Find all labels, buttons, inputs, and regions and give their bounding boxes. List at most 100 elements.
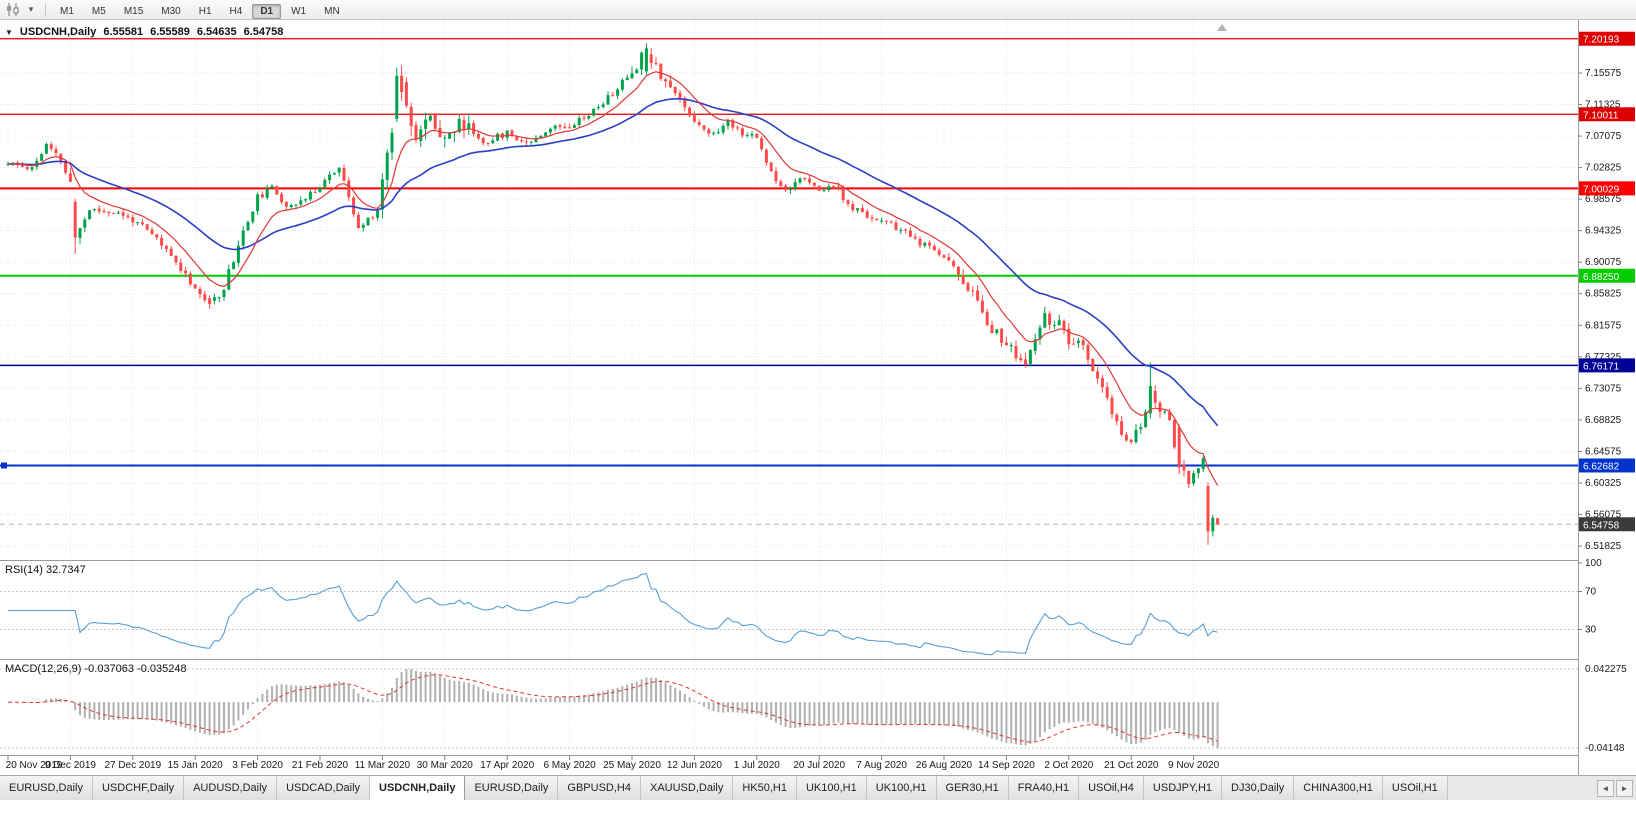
chart-list-caret-icon[interactable]: ▾ xyxy=(28,4,34,14)
chart-tab-eurusd-daily[interactable]: EURUSD,Daily xyxy=(0,776,93,800)
svg-text:0.042275: 0.042275 xyxy=(1585,664,1627,675)
timeframe-toolbar: ▾ M1 M5 M15 M30 H1 H4 D1 W1 MN xyxy=(0,0,1636,20)
svg-text:6.98575: 6.98575 xyxy=(1585,194,1622,205)
price-scale-background xyxy=(1579,20,1636,775)
svg-text:6.62682: 6.62682 xyxy=(1583,461,1620,472)
chart-tab-xauusd-daily[interactable]: XAUUSD,Daily xyxy=(640,776,734,800)
svg-text:6 May 2020: 6 May 2020 xyxy=(543,760,596,771)
svg-text:9 Nov 2020: 9 Nov 2020 xyxy=(1168,760,1220,771)
timeframe-button-m15[interactable]: M15 xyxy=(123,5,144,17)
svg-text:6.88250: 6.88250 xyxy=(1583,272,1620,283)
svg-text:21 Oct 2020: 21 Oct 2020 xyxy=(1104,760,1159,771)
svg-text:-0.04148: -0.04148 xyxy=(1585,743,1625,754)
svg-text:2 Oct 2020: 2 Oct 2020 xyxy=(1044,760,1093,771)
current-price-badge: 6.54758 xyxy=(1579,517,1635,532)
svg-text:6.54758: 6.54758 xyxy=(1583,520,1620,531)
chart-window[interactable]: 7.15575 7.11325 7.07075 7.02825 6.98575 6.943… xyxy=(0,20,1636,775)
macd-signal-line xyxy=(8,674,1218,743)
svg-text:6.68825: 6.68825 xyxy=(1585,415,1622,426)
chart-tab-china300-h1[interactable]: CHINA300,H1 xyxy=(1294,776,1383,800)
chart-tab-usoil-h1[interactable]: USOil,H1 xyxy=(1382,776,1448,800)
timeframe-button-mn[interactable]: MN xyxy=(324,5,340,17)
svg-text:3 Feb 2020: 3 Feb 2020 xyxy=(232,760,283,771)
candlestick-series[interactable] xyxy=(6,43,1220,545)
svg-text:17 Apr 2020: 17 Apr 2020 xyxy=(480,760,534,771)
chart-tabs-group: EURUSD,Daily USDCHF,Daily AUDUSD,Daily USDC… xyxy=(0,776,1448,800)
svg-text:21 Feb 2020: 21 Feb 2020 xyxy=(292,760,349,771)
chart-tab-audusd-daily[interactable]: AUDUSD,Daily xyxy=(184,776,278,800)
svg-text:6.77325: 6.77325 xyxy=(1585,352,1622,363)
svg-text:7 Aug 2020: 7 Aug 2020 xyxy=(856,760,907,771)
rsi-line xyxy=(8,572,1218,656)
svg-text:7.10011: 7.10011 xyxy=(1583,110,1619,121)
svg-text:6.94325: 6.94325 xyxy=(1585,226,1622,237)
chart-tab-fra40-h1[interactable]: FRA40,H1 xyxy=(1008,776,1080,800)
svg-text:7.07075: 7.07075 xyxy=(1585,131,1622,142)
svg-text:70: 70 xyxy=(1585,587,1597,598)
svg-text:27 Dec 2019: 27 Dec 2019 xyxy=(104,760,161,771)
svg-text:6.81575: 6.81575 xyxy=(1585,320,1622,331)
svg-text:7.02825: 7.02825 xyxy=(1585,163,1622,174)
chart-tab-usdjpy-h1[interactable]: USDJPY,H1 xyxy=(1143,776,1223,800)
horizontal-level-lines[interactable] xyxy=(0,38,1578,469)
svg-text:7.11325: 7.11325 xyxy=(1585,100,1621,111)
timeframe-button-m1[interactable]: M1 xyxy=(60,5,74,17)
chart-tab-usdcnh-daily[interactable]: USDCNH,Daily xyxy=(370,776,466,800)
svg-text:6.90075: 6.90075 xyxy=(1585,257,1622,268)
timeframe-button-h4[interactable]: H4 xyxy=(229,5,243,17)
svg-text:26 Aug 2020: 26 Aug 2020 xyxy=(916,760,973,771)
svg-text:11 Mar 2020: 11 Mar 2020 xyxy=(355,760,411,771)
price-badge-7.10011: 7.10011 xyxy=(1579,107,1635,122)
svg-text:6.60325: 6.60325 xyxy=(1585,478,1622,489)
tab-scroll-left-button[interactable]: ◄ xyxy=(1597,779,1614,797)
svg-text:30 Mar 2020: 30 Mar 2020 xyxy=(417,760,474,771)
svg-text:12 Jun 2020: 12 Jun 2020 xyxy=(667,760,722,771)
chart-tab-hk50-h1[interactable]: HK50,H1 xyxy=(733,776,797,800)
chart-tab-eurusd-daily[interactable]: EURUSD,Daily xyxy=(465,776,559,800)
svg-text:1 Jul 2020: 1 Jul 2020 xyxy=(734,760,781,771)
level-line-handle[interactable] xyxy=(1,462,7,469)
ma-slow-line xyxy=(7,98,1219,427)
timeframe-button-w1[interactable]: W1 xyxy=(291,5,307,17)
svg-text:25 May 2020: 25 May 2020 xyxy=(603,760,661,771)
chart-tab-usdchf-daily[interactable]: USDCHF,Daily xyxy=(92,776,185,800)
svg-text:6.51825: 6.51825 xyxy=(1585,541,1622,552)
timeframe-button-h1[interactable]: H1 xyxy=(198,5,212,17)
ma-fast-line xyxy=(7,71,1219,486)
price-badge-7.00029: 7.00029 xyxy=(1579,181,1635,196)
chart-tab-uk100-h1[interactable]: UK100,H1 xyxy=(866,776,937,800)
svg-text:15 Jan 2020: 15 Jan 2020 xyxy=(168,760,223,771)
chart-tab-gbpusd-h4[interactable]: GBPUSD,H4 xyxy=(558,776,641,800)
svg-text:6.64575: 6.64575 xyxy=(1585,446,1622,457)
svg-text:7.20193: 7.20193 xyxy=(1583,35,1620,46)
toolbar-separator xyxy=(45,2,46,17)
macd-histogram xyxy=(11,669,1219,748)
svg-text:6.56075: 6.56075 xyxy=(1585,509,1622,520)
tab-scroll-right-button[interactable]: ► xyxy=(1616,779,1633,797)
svg-text:20 Jul 2020: 20 Jul 2020 xyxy=(793,760,845,771)
svg-text:7.15575: 7.15575 xyxy=(1585,68,1622,79)
price-badge-6.76171: 6.76171 xyxy=(1579,358,1635,373)
tab-scroll-arrows: ◄ ► xyxy=(1594,776,1636,800)
svg-text:6.73075: 6.73075 xyxy=(1585,383,1622,394)
chart-tab-uk100-h1[interactable]: UK100,H1 xyxy=(796,776,867,800)
chart-tab-usdcad-daily[interactable]: USDCAD,Daily xyxy=(277,776,371,800)
price-chart-canvas[interactable]: 7.15575 7.11325 7.07075 7.02825 6.98575 6.943… xyxy=(0,20,1636,775)
price-axis[interactable]: 7.15575 7.11325 7.07075 7.02825 6.98575 6.943… xyxy=(1578,68,1627,754)
svg-text:9 Dec 2019: 9 Dec 2019 xyxy=(45,760,97,771)
timeframe-button-m5[interactable]: M5 xyxy=(91,5,106,17)
chart-shift-marker[interactable] xyxy=(1217,24,1227,31)
svg-text:20 Nov 2019: 20 Nov 2019 xyxy=(6,760,63,771)
price-badge-7.20193: 7.20193 xyxy=(1579,31,1635,46)
svg-text:100: 100 xyxy=(1585,558,1602,569)
chart-tab-dj30-daily[interactable]: DJ30,Daily xyxy=(1222,776,1295,800)
timeframe-button-m30[interactable]: M30 xyxy=(161,5,181,17)
candlestick-chart-icon[interactable] xyxy=(4,2,22,18)
chart-tab-bar: EURUSD,Daily USDCHF,Daily AUDUSD,Daily USDC… xyxy=(0,775,1636,800)
grid xyxy=(0,20,1578,755)
chart-tab-usoil-h4[interactable]: USOil,H4 xyxy=(1079,776,1144,800)
timeframe-button-d1[interactable]: D1 xyxy=(252,3,282,19)
chart-tab-ger30-h1[interactable]: GER30,H1 xyxy=(936,776,1009,800)
